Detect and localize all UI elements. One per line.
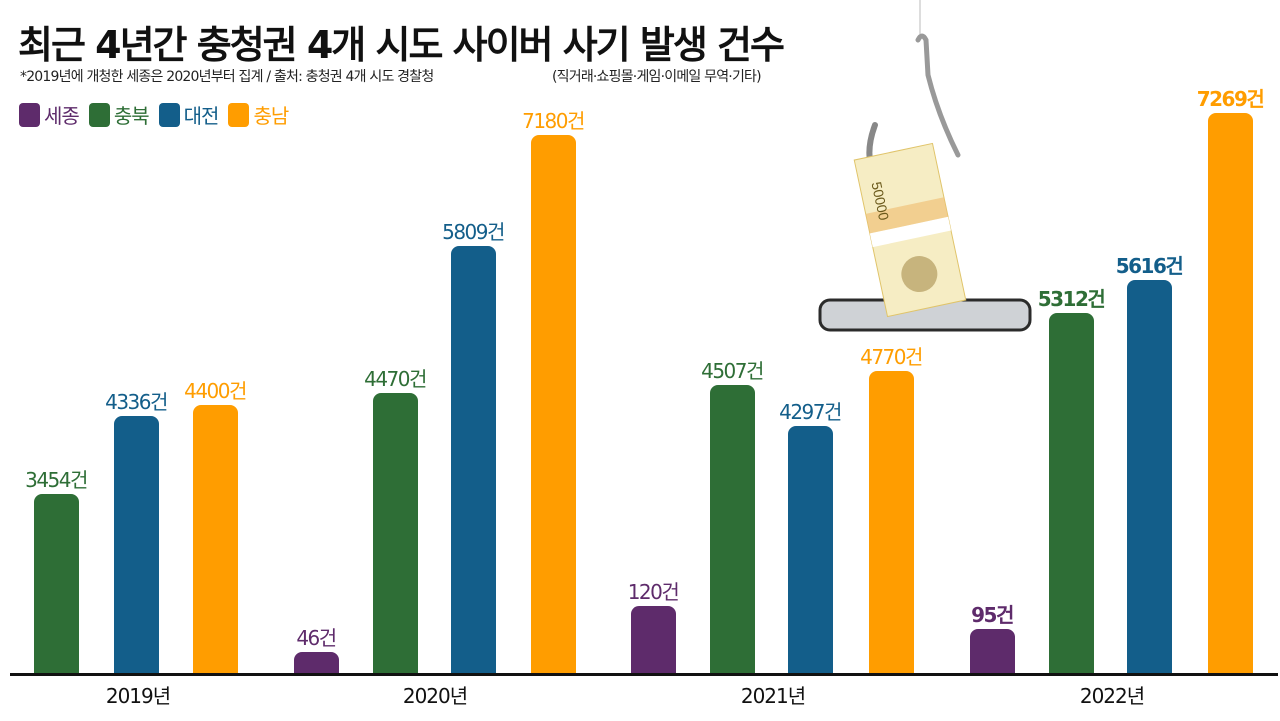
bar-충북 <box>34 494 79 674</box>
x-axis-label: 2022년 <box>1079 684 1145 708</box>
legend-swatch <box>19 102 40 127</box>
bar-value-label: 120건 <box>627 580 680 604</box>
bar-value-label: 4507건 <box>701 359 764 383</box>
x-axis-label: 2021년 <box>740 684 806 708</box>
bar-value-label: 7269건 <box>1196 87 1265 111</box>
legend: 세종 충북 대전 충남 <box>19 100 298 129</box>
bar-충남 <box>193 405 238 674</box>
bar-세종 <box>631 606 676 674</box>
bar-충남 <box>1208 113 1253 674</box>
legend-swatch <box>158 102 180 127</box>
bar-대전 <box>788 426 833 674</box>
bar-충남 <box>531 135 576 674</box>
bar-value-label: 4297건 <box>779 400 842 424</box>
x-axis-label: 2019년 <box>105 684 171 708</box>
bar-value-label: 46건 <box>296 626 337 650</box>
legend-label: 세종 <box>44 104 80 128</box>
chart-title: 최근 4년간 충청권 4개 시도 사이버 사기 발생 건수 <box>18 23 785 67</box>
bar-value-label: 5312건 <box>1037 287 1106 311</box>
x-axis-label: 2020년 <box>402 684 468 708</box>
bar-value-label: 5809건 <box>442 220 505 244</box>
legend-swatch <box>88 102 110 127</box>
bar-대전 <box>1127 280 1172 674</box>
bar-세종 <box>294 652 339 674</box>
legend-label: 충북 <box>113 104 150 128</box>
legend-label: 충남 <box>253 104 289 128</box>
fishing-hook-money-phone-icon: 50000 <box>818 0 1032 332</box>
banknote-label: 50000 <box>868 180 892 222</box>
legend-item-chungnam: 충남 <box>228 100 289 129</box>
bar-value-label: 5616건 <box>1115 254 1184 278</box>
bar-value-label: 4470건 <box>364 367 427 391</box>
source-note: *2019년에 개청한 세종은 2020년부터 집계 / 출처: 충청권 4개 … <box>20 69 434 85</box>
legend-label: 대전 <box>183 104 220 128</box>
bar-충남 <box>869 371 914 674</box>
bar-대전 <box>451 246 496 674</box>
bar-value-label: 7180건 <box>522 109 585 133</box>
bar-value-label: 3454건 <box>25 468 88 492</box>
bar-value-label: 4400건 <box>184 379 247 403</box>
bar-세종 <box>970 629 1015 674</box>
categories-note: (직거래·쇼핑몰·게임·이메일 무역·기타) <box>552 69 762 85</box>
x-axis-line <box>10 673 1278 676</box>
bar-충북 <box>710 385 755 674</box>
legend-item-daejeon: 대전 <box>158 100 220 129</box>
bar-대전 <box>114 416 159 674</box>
bar-충북 <box>373 393 418 674</box>
legend-item-chungbuk: 충북 <box>88 100 150 129</box>
bar-value-label: 95건 <box>971 603 1014 627</box>
bar-value-label: 4770건 <box>860 345 923 369</box>
bar-충북 <box>1049 313 1094 674</box>
legend-item-sejong: 세종 <box>19 100 80 129</box>
bar-value-label: 4336건 <box>105 390 168 414</box>
legend-swatch <box>228 102 250 127</box>
